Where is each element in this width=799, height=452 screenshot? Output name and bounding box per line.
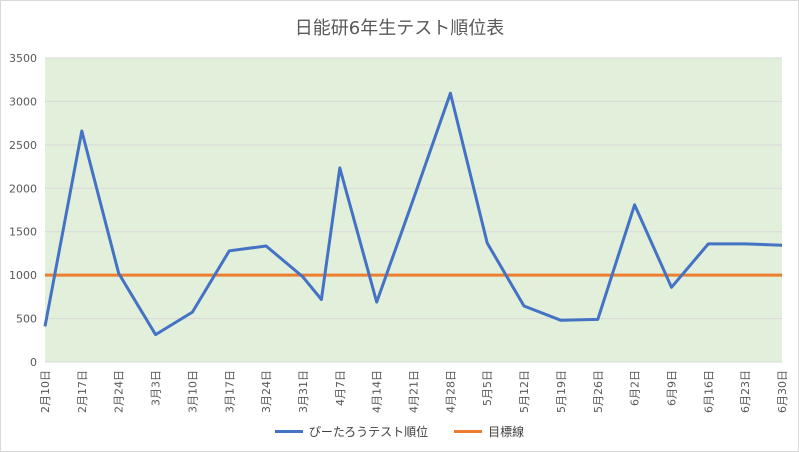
legend-item-series2: 目標線 xyxy=(454,423,524,440)
plot-area xyxy=(45,58,782,362)
x-tick-label: 5月5日 xyxy=(481,370,494,406)
x-tick-label: 2月24日 xyxy=(113,370,126,413)
x-tick-label: 6月23日 xyxy=(739,370,752,413)
x-tick-label: 3月31日 xyxy=(297,370,310,413)
x-tick-label: 3月24日 xyxy=(260,370,273,413)
x-tick-label: 5月19日 xyxy=(555,370,568,413)
y-tick-label: 0 xyxy=(30,356,37,369)
series-line-rank xyxy=(43,91,783,337)
legend-label-series1: ぴーたろうテスト順位 xyxy=(308,425,429,439)
legend-swatch-series2 xyxy=(454,430,483,433)
x-tick-label: 6月16日 xyxy=(702,370,715,413)
x-tick-label: 3月10日 xyxy=(186,370,199,413)
x-tick-label: 5月26日 xyxy=(592,370,605,413)
y-tick-label: 3500 xyxy=(9,52,37,65)
x-tick-label: 6月30日 xyxy=(776,370,789,413)
x-tick-label: 2月17日 xyxy=(76,370,89,413)
chart-legend: ぴーたろうテスト順位 目標線 xyxy=(0,423,799,440)
y-tick-label: 3000 xyxy=(9,95,37,108)
x-tick-label: 6月2日 xyxy=(629,370,642,406)
x-tick-label: 4月21日 xyxy=(408,370,421,413)
legend-swatch-series1 xyxy=(274,430,303,433)
legend-label-series2: 目標線 xyxy=(488,425,525,439)
chart-title: 日能研6年生テスト順位表 xyxy=(294,18,505,39)
y-tick-label: 2000 xyxy=(9,182,37,195)
x-tick-label: 4月14日 xyxy=(371,370,384,413)
x-tick-label: 4月28日 xyxy=(444,370,457,413)
legend-item-series1: ぴーたろうテスト順位 xyxy=(274,423,429,440)
y-tick-label: 2500 xyxy=(9,139,37,152)
x-tick-label: 4月7日 xyxy=(334,370,347,406)
x-tick-label: 5月12日 xyxy=(518,370,531,413)
x-tick-label: 2月10日 xyxy=(39,370,52,413)
y-tick-label: 1500 xyxy=(9,226,37,239)
y-tick-label: 1000 xyxy=(9,269,37,282)
x-tick-label: 3月3日 xyxy=(150,370,163,406)
x-tick-label: 6月9日 xyxy=(665,370,678,406)
y-tick-label: 500 xyxy=(16,313,37,326)
x-tick-label: 3月17日 xyxy=(223,370,236,413)
